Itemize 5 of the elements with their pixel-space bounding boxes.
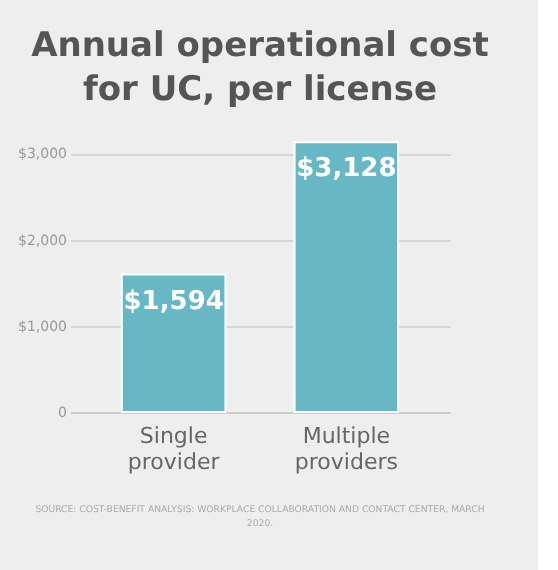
x-tick-label: Single provider (127, 423, 221, 475)
data-label: $3,128 (296, 154, 397, 185)
data-label: $1,594 (123, 286, 224, 317)
x-tick-label: Multiple providers (294, 423, 399, 475)
chart-title: Annual operational cost for UC, per license (31, 26, 489, 110)
